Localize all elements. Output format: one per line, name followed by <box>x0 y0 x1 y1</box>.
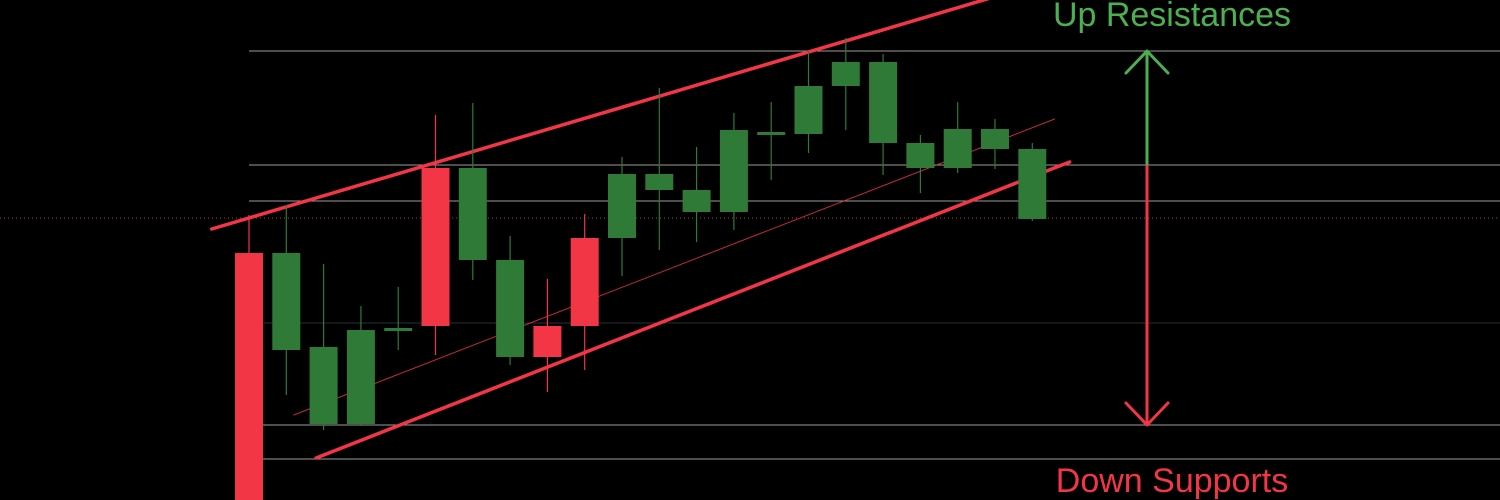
up-arrow-head <box>1124 49 1170 75</box>
candle-body <box>869 62 898 143</box>
candle-19 <box>906 135 935 193</box>
candle-body <box>682 190 711 212</box>
candle-8 <box>496 236 525 365</box>
candle-body <box>757 132 786 135</box>
candle-16 <box>794 51 823 153</box>
candle-9 <box>533 279 562 392</box>
candle-2 <box>272 205 301 395</box>
candle-22 <box>1018 143 1047 221</box>
candle-body <box>458 168 487 260</box>
candle-body <box>645 174 674 190</box>
down-arrow-head <box>1124 401 1170 427</box>
candle-15 <box>757 102 786 180</box>
candle-1 <box>235 215 263 500</box>
candle-11 <box>608 157 636 276</box>
candle-21 <box>981 119 1009 169</box>
channel-lower-line <box>314 160 1072 460</box>
candle-6 <box>421 115 450 355</box>
level-arrows <box>1124 49 1170 427</box>
candle-body <box>346 330 375 424</box>
candle-20 <box>943 102 972 173</box>
candle-body <box>906 143 935 168</box>
candle-body <box>570 238 599 326</box>
candle-18 <box>869 54 898 175</box>
down-supports-label: Down Supports <box>1056 462 1288 500</box>
candle-14 <box>719 113 748 230</box>
candle-body <box>309 347 338 424</box>
up-resistances-label: Up Resistances <box>1053 0 1291 34</box>
candle-17 <box>831 38 860 130</box>
candle-7 <box>458 103 487 280</box>
candle-body <box>831 62 860 86</box>
candle-body <box>496 260 525 357</box>
candle-body <box>272 253 301 350</box>
candle-body <box>794 86 823 134</box>
channel-upper-line <box>209 0 990 231</box>
channel-middle-line <box>293 118 1056 416</box>
candle-body <box>384 328 413 331</box>
candle-body <box>235 253 263 500</box>
candle-body <box>1018 149 1047 219</box>
candle-body <box>981 129 1009 149</box>
candle-5 <box>384 287 413 350</box>
horizontal-levels <box>0 50 1500 460</box>
candle-body <box>533 326 562 357</box>
candle-10 <box>570 214 599 370</box>
candle-13 <box>682 147 711 242</box>
candle-body <box>719 130 748 212</box>
candle-4 <box>346 306 375 426</box>
candle-body <box>943 129 972 168</box>
candle-body <box>608 174 636 238</box>
candles <box>235 38 1047 500</box>
trend-channel <box>209 0 1072 460</box>
candle-12 <box>645 88 674 250</box>
candle-3 <box>309 264 338 430</box>
candle-body <box>421 168 450 326</box>
